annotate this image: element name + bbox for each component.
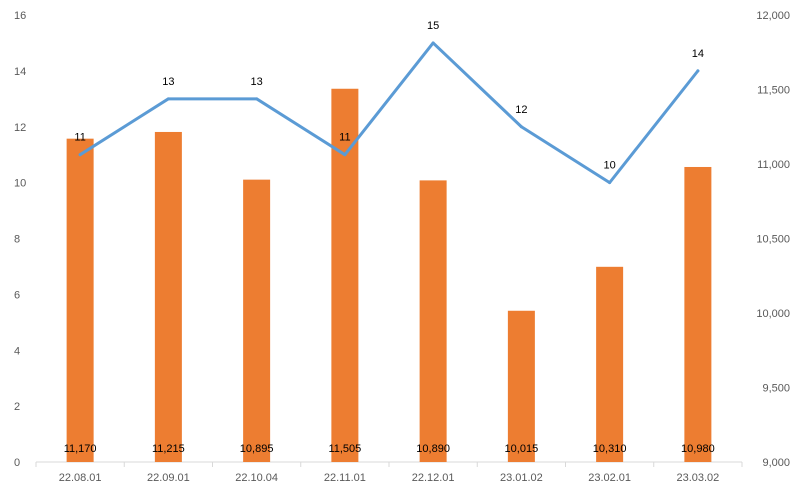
line-value-label: 11 [339, 132, 350, 144]
x-tick-label: 23.01.02 [500, 472, 543, 484]
bar [243, 179, 271, 462]
line-point [78, 153, 82, 157]
left-y-tick-label: 2 [14, 401, 20, 413]
line-point [255, 97, 259, 101]
x-tick-label: 22.08.01 [59, 472, 102, 484]
right-y-tick-label: 11,500 [757, 85, 790, 97]
axis-layer: 22.08.01 22.09.01 22.10.04 22.11.01 22.12.01… [14, 10, 790, 484]
data-labels: 11,170 11,215 10,895 11,505 10,890 10,015 10,3… [64, 20, 715, 455]
left-y-tick-label: 12 [14, 122, 26, 134]
line-value-label: 10 [604, 160, 616, 172]
x-tick-label: 22.09.01 [147, 472, 190, 484]
bar-value-label: 10,890 [416, 443, 450, 455]
line-point [696, 69, 700, 73]
left-y-tick-label: 4 [14, 345, 20, 357]
x-tick-label: 22.11.01 [324, 472, 366, 484]
line-point [431, 41, 435, 45]
right-y-tick-label: 10,000 [756, 308, 790, 320]
line-value-label: 13 [251, 76, 263, 88]
line-value-label: 12 [515, 104, 527, 116]
bar-value-label: 10,980 [681, 443, 715, 455]
bar [154, 131, 182, 462]
x-tick-label: 23.03.02 [676, 472, 719, 484]
bar-value-label: 11,170 [64, 443, 97, 455]
bar [331, 88, 359, 462]
bar-series [66, 88, 712, 463]
left-y-tick-label: 16 [14, 10, 26, 22]
line-value-label: 11 [74, 132, 85, 144]
x-tick-label: 22.10.04 [235, 472, 278, 484]
bar-value-label: 11,215 [152, 443, 185, 455]
bar [596, 266, 624, 462]
bar-value-label: 10,310 [593, 443, 627, 455]
right-y-tick-label: 9,500 [762, 383, 790, 395]
bar-value-label: 10,015 [505, 443, 539, 455]
bar-value-label: 11,505 [328, 443, 361, 455]
left-y-tick-label: 14 [14, 66, 26, 78]
line-point [608, 181, 612, 185]
bar [684, 166, 712, 463]
left-y-tick-label: 0 [14, 457, 20, 469]
line-value-label: 13 [162, 76, 174, 88]
right-y-tick-label: 12,000 [756, 10, 790, 22]
line-point [343, 153, 347, 157]
right-y-tick-label: 10,500 [756, 234, 790, 246]
line-series [78, 41, 700, 185]
left-y-tick-label: 8 [14, 234, 20, 246]
line-value-label: 14 [692, 48, 704, 60]
bar-value-label: 10,895 [240, 443, 274, 455]
right-y-tick-label: 9,000 [762, 457, 790, 469]
left-y-tick-label: 10 [14, 178, 26, 190]
right-y-tick-label: 11,000 [757, 159, 790, 171]
bar [507, 310, 535, 462]
bar [419, 180, 447, 462]
x-tick-label: 22.12.01 [412, 472, 455, 484]
line-point [166, 97, 170, 101]
line-value-label: 15 [427, 20, 439, 32]
bar [66, 138, 94, 463]
x-tick-label: 23.02.01 [588, 472, 631, 484]
left-y-tick-label: 6 [14, 289, 20, 301]
line-point [519, 125, 523, 129]
line-path [78, 41, 700, 185]
